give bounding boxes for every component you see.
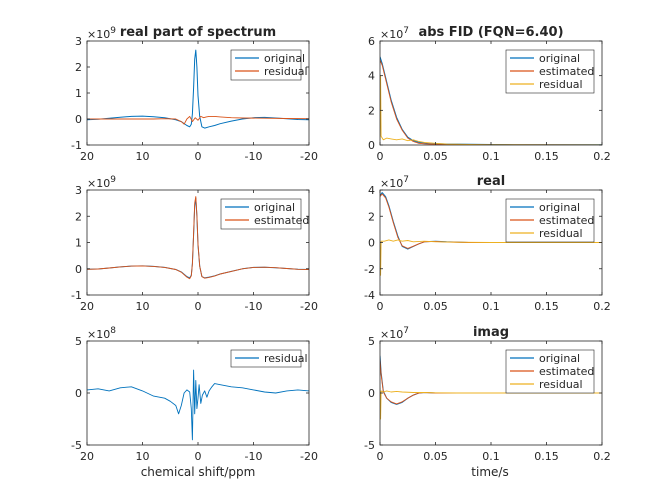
x-tick-label: 10 [136, 150, 150, 163]
y-tick-label: 2 [75, 210, 82, 223]
y-tick-label: -2 [364, 263, 375, 276]
legend-label-original: original [539, 201, 580, 214]
y-tick-label: -1 [71, 139, 82, 152]
y-tick-label: 5 [75, 335, 82, 348]
y-tick-label: 2 [75, 61, 82, 74]
x-tick-label: -10 [245, 300, 263, 313]
x-tick-label: 0.05 [423, 150, 448, 163]
y-tick-label: 0 [75, 113, 82, 126]
x-tick-label: 0.1 [482, 450, 500, 463]
legend-label-residual: residual [264, 65, 308, 78]
legend-box [230, 49, 302, 81]
x-tick-label: 0 [377, 300, 384, 313]
y-tick-label: 5 [368, 335, 375, 348]
x-tick-label: 0.05 [423, 450, 448, 463]
legend-label-residual: residual [539, 227, 583, 240]
subplot-6: 0 0.05 0.1 0.15 0.2-505×107 imagoriginalestim… [364, 325, 611, 463]
x-tick-label: 0.2 [593, 150, 611, 163]
x-tick-label: 10 [136, 450, 150, 463]
x-tick-label: 0.15 [534, 150, 559, 163]
legend-label-residual: residual [264, 352, 308, 365]
legend-box [230, 349, 302, 368]
x-tick-label: 0 [377, 150, 384, 163]
y-tick-label: 0 [368, 139, 375, 152]
x-tick-label: -10 [245, 150, 263, 163]
x-tick-label: -20 [300, 300, 318, 313]
series-line-estimated [87, 196, 309, 280]
y-tick-label: 2 [368, 210, 375, 223]
subplot-title: real part of spectrum [120, 25, 276, 40]
legend-label-residual: residual [539, 378, 583, 391]
y-tick-label: 4 [368, 184, 375, 197]
x-tick-label: 10 [136, 300, 150, 313]
y-exponent-label: ×109 [87, 175, 116, 190]
x-tick-label: 0 [195, 450, 202, 463]
subplot-title: abs FID (FQN=6.40) [418, 25, 563, 40]
x-tick-label: -20 [300, 450, 318, 463]
x-tick-label: 0.1 [482, 300, 500, 313]
y-tick-label: 6 [368, 35, 375, 48]
y-tick-label: -5 [364, 439, 375, 452]
legend-label-residual: residual [539, 78, 583, 91]
series-line-residual [380, 239, 602, 276]
y-tick-label: 0 [75, 263, 82, 276]
legend-label-estimated: estimated [539, 65, 594, 78]
series-line-residual [380, 387, 602, 420]
left-column-xlabel: chemical shift/ppm [141, 465, 256, 479]
legend-box [220, 198, 302, 230]
y-tick-label: 3 [75, 35, 82, 48]
x-tick-label: 0 [377, 450, 384, 463]
y-tick-label: 0 [368, 237, 375, 250]
y-exponent-label: ×108 [87, 326, 116, 341]
y-exponent-label: ×107 [380, 326, 409, 341]
x-tick-label: 0.05 [423, 300, 448, 313]
legend-label-estimated: estimated [539, 365, 594, 378]
subplot-title: imag [473, 325, 509, 340]
y-exponent-label: ×107 [380, 26, 409, 41]
x-tick-label: 20 [80, 150, 94, 163]
y-tick-label: 4 [368, 70, 375, 83]
y-exponent-label: ×109 [87, 26, 116, 41]
series-line-residual [380, 75, 602, 145]
x-tick-label: 0 [195, 300, 202, 313]
legend-label-original: original [539, 52, 580, 65]
y-exponent-label: ×107 [380, 175, 409, 190]
y-tick-label: 2 [368, 104, 375, 117]
y-tick-label: -5 [71, 439, 82, 452]
subplot-5: 20 10 0 -10 -20 -5 0 5 ×108 residual [71, 326, 318, 463]
series-line-residual [87, 115, 309, 125]
legend-label-estimated: estimated [539, 214, 594, 227]
subplot-title: real [477, 174, 505, 189]
y-tick-label: -4 [364, 289, 375, 302]
subplot-2: 0 0.05 0.1 0.15 0.2 0 2 4 6 ×107 abs FID (FQN=6.40… [368, 25, 611, 163]
y-tick-label: 1 [75, 237, 82, 250]
legend-label-original: original [254, 201, 295, 214]
right-column-xlabel: time/s [471, 465, 508, 479]
x-tick-label: 20 [80, 450, 94, 463]
legend-label-estimated: estimated [254, 214, 309, 227]
y-tick-label: 1 [75, 87, 82, 100]
subplot-4: 0 0.05 0.1 0.15 0.2 -4 -2 0 2 4 ×107 real originales… [364, 174, 611, 313]
x-tick-label: 20 [80, 300, 94, 313]
x-tick-label: 0.15 [534, 450, 559, 463]
y-tick-label: 3 [75, 184, 82, 197]
x-tick-label: 0 [195, 150, 202, 163]
x-tick-label: -10 [245, 450, 263, 463]
x-tick-label: 0.2 [593, 300, 611, 313]
series-line-residual [87, 369, 309, 441]
x-tick-label: -20 [300, 150, 318, 163]
x-tick-label: 0.15 [534, 300, 559, 313]
y-tick-label: 0 [75, 387, 82, 400]
y-tick-label: 0 [368, 387, 375, 400]
x-tick-label: 0.2 [593, 450, 611, 463]
legend-label-original: original [539, 352, 580, 365]
x-tick-label: 0.1 [482, 150, 500, 163]
y-tick-label: -1 [71, 289, 82, 302]
legend-label-original: original [264, 52, 305, 65]
